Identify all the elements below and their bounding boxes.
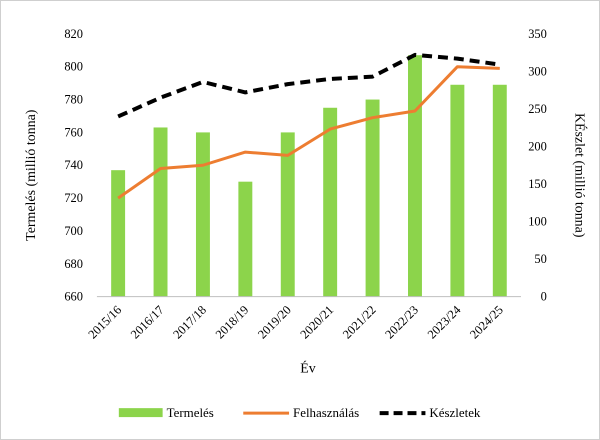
legend-swatch-termeles (118, 408, 163, 418)
right-tick-label: 200 (528, 139, 547, 153)
x-axis-ticks: 2015/16 2016/17 2017/18 2018/19 2019/20 2020/… (85, 302, 505, 341)
legend-label-keszletek: Készletek (429, 405, 481, 420)
x-tick-label: 2018/19 (213, 303, 252, 342)
left-tick-label: 740 (64, 158, 83, 172)
bar-termeles (153, 127, 168, 297)
line-felhasznalas (117, 65, 500, 200)
x-axis-title: Év (300, 359, 316, 376)
legend-label-felhasznalas: Felhasználás (293, 405, 359, 420)
legend-label-termeles: Termelés (167, 405, 214, 420)
bar-termeles (450, 84, 465, 297)
bar-termeles (195, 132, 210, 297)
x-tick-label: 2024/25 (467, 303, 506, 342)
bar-termeles (365, 99, 380, 297)
left-tick-label: 820 (64, 27, 83, 41)
bar-termeles (408, 55, 422, 297)
bar-termeles (280, 132, 295, 297)
right-axis-title: KÉszlet (millió tonna) (572, 113, 589, 238)
legend-item-keszletek: Készletek (379, 405, 481, 420)
right-tick-label: 0 (541, 290, 547, 304)
right-tick-label: 150 (528, 177, 547, 191)
legend: Termelés Felhasználás Készletek (118, 405, 481, 420)
x-tick-label: 2022/23 (382, 303, 421, 342)
right-axis-ticks: 0 50 100 150 200 250 300 350 (528, 27, 547, 304)
right-tick-label: 250 (528, 102, 547, 116)
plot-area (96, 52, 521, 298)
x-tick-label: 2021/22 (340, 303, 379, 342)
x-tick-label: 2016/17 (128, 303, 167, 342)
bar-termeles (238, 181, 253, 297)
x-tick-label: 2019/20 (255, 303, 294, 342)
legend-item-felhasznalas: Felhasználás (243, 405, 359, 420)
left-axis-ticks: 660 680 700 720 740 760 780 800 820 (64, 27, 83, 304)
bar-termeles (492, 84, 507, 297)
left-axis-title: Termelés (millió tonna) (24, 109, 39, 241)
left-tick-label: 720 (64, 191, 83, 205)
right-tick-label: 50 (534, 252, 546, 266)
right-tick-label: 300 (528, 64, 547, 78)
x-tick-label: 2017/18 (170, 303, 209, 342)
x-tick-label: 2020/21 (298, 303, 337, 342)
right-tick-label: 350 (528, 27, 547, 41)
left-tick-label: 800 (64, 60, 83, 74)
bars-group (111, 55, 507, 297)
legend-item-termeles: Termelés (118, 405, 214, 420)
bar-termeles (111, 170, 126, 297)
lines-group (117, 52, 501, 200)
x-tick-label: 2015/16 (85, 303, 124, 342)
left-tick-label: 660 (64, 290, 83, 304)
bar-termeles (323, 107, 338, 297)
right-tick-label: 100 (528, 215, 547, 229)
left-tick-label: 680 (64, 257, 83, 271)
x-tick-label: 2023/24 (425, 302, 464, 341)
left-tick-label: 700 (64, 224, 83, 238)
left-tick-label: 760 (64, 125, 83, 139)
left-tick-label: 780 (64, 93, 83, 107)
line-keszletek (117, 52, 501, 119)
